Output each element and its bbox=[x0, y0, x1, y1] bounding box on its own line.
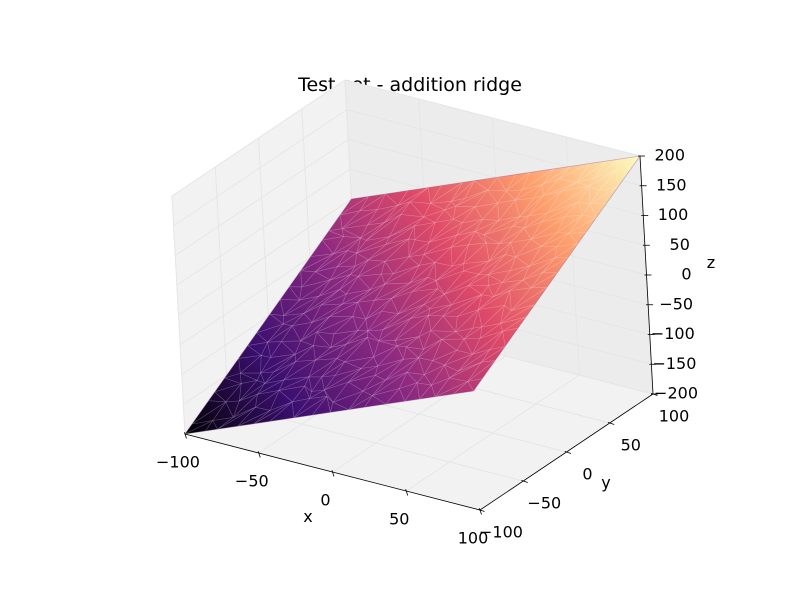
z-tick-label: 150 bbox=[656, 175, 687, 194]
z-tick-label: 0 bbox=[681, 265, 691, 284]
x-tick bbox=[331, 470, 335, 477]
z-tick-label: 50 bbox=[670, 235, 690, 254]
x-tick-label: 0 bbox=[320, 491, 330, 510]
z-tick-label: −50 bbox=[659, 294, 693, 313]
x-tick-label: 50 bbox=[389, 510, 409, 529]
x-tick bbox=[479, 508, 482, 515]
y-axis-label: y bbox=[601, 473, 610, 492]
surface-mesh bbox=[184, 155, 641, 435]
y-tick bbox=[521, 480, 528, 483]
x-axis-label: x bbox=[303, 507, 312, 526]
x-tick-label: −100 bbox=[156, 453, 200, 472]
x-tick-label: −50 bbox=[235, 472, 269, 491]
z-tick-label: −100 bbox=[651, 324, 695, 343]
surface-polygon bbox=[185, 156, 640, 434]
y-tick-label: −50 bbox=[527, 494, 561, 513]
x-tick bbox=[405, 489, 409, 496]
y-tick bbox=[607, 422, 615, 425]
z-tick-label: 100 bbox=[658, 205, 689, 224]
surface-layer bbox=[184, 155, 641, 435]
left-gridline-z bbox=[174, 139, 349, 256]
y-tick-label: 0 bbox=[582, 465, 592, 484]
y-tick-label: −100 bbox=[479, 523, 523, 542]
y-tick bbox=[478, 509, 485, 512]
y-tick-label: 50 bbox=[621, 436, 641, 455]
left-gridline-z bbox=[178, 198, 352, 316]
z-tick-label: 200 bbox=[654, 146, 685, 165]
left-gridline-z bbox=[171, 79, 346, 197]
back-gridline-z bbox=[344, 79, 641, 157]
y-tick bbox=[564, 451, 572, 454]
z-axis-label: z bbox=[707, 253, 715, 272]
x-tick bbox=[184, 432, 187, 439]
left-gridline-z bbox=[176, 168, 351, 286]
z-tick-label: −200 bbox=[654, 384, 698, 403]
x-tick-label: 100 bbox=[458, 529, 489, 548]
ticks-layer: −100−50050100−100−50050100−200−150−100−5… bbox=[156, 146, 698, 548]
left-gridline-z bbox=[173, 109, 347, 227]
x-tick bbox=[257, 451, 261, 458]
y-tick-label: 100 bbox=[659, 407, 690, 426]
z-tick-label: −150 bbox=[652, 354, 696, 373]
